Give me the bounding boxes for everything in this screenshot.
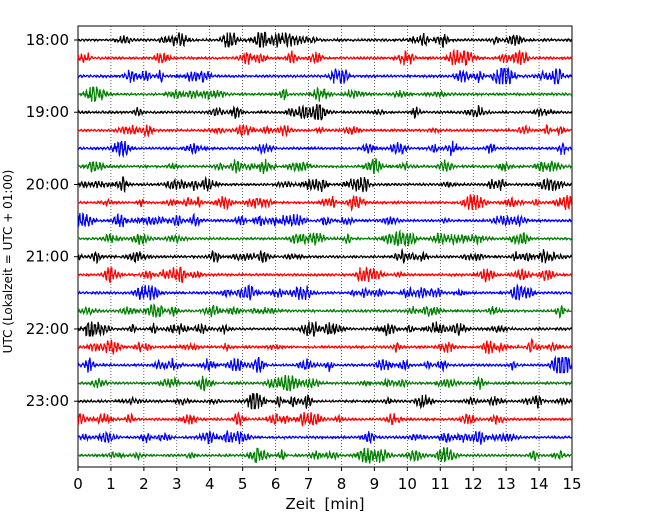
- trace-line: [77, 247, 573, 265]
- y-tick-label: 18:00: [26, 31, 69, 49]
- x-tick-label: 11: [431, 475, 450, 493]
- y-axis-ticks: 18:00 19:00 20:00 21:00 22:00 23:00: [26, 31, 78, 410]
- trace-line: [77, 228, 573, 248]
- x-tick-label: 10: [398, 475, 417, 493]
- trace-line: [77, 66, 573, 85]
- x-tick-label: 12: [464, 475, 483, 493]
- trace-line: [77, 157, 573, 175]
- x-tick-label: 9: [370, 475, 380, 493]
- trace-line: [77, 283, 573, 301]
- y-axis-label: UTC (Lokalzeit = UTC + 01:00): [1, 170, 15, 354]
- x-axis-ticks: 0 1 2 3 4 5 6 7 8 9 10 11 12 13 14 15: [73, 467, 582, 493]
- trace-line: [77, 123, 573, 138]
- trace-line: [77, 31, 573, 49]
- y-tick-label: 23:00: [26, 392, 69, 410]
- x-tick-label: 13: [497, 475, 516, 493]
- seismic-traces: [77, 31, 573, 464]
- trace-line: [77, 393, 573, 410]
- trace-line: [77, 175, 573, 194]
- trace-line: [77, 355, 573, 374]
- trace-line: [77, 140, 573, 159]
- trace-line: [77, 337, 573, 355]
- x-tick-label: 8: [337, 475, 347, 493]
- trace-line: [77, 86, 573, 102]
- y-tick-label: 20:00: [26, 175, 69, 193]
- trace-line: [77, 375, 573, 392]
- x-tick-label: 3: [172, 475, 182, 493]
- x-axis-label: Zeit [min]: [285, 495, 364, 513]
- x-tick-label: 1: [106, 475, 116, 493]
- x-tick-label: 2: [139, 475, 149, 493]
- x-tick-label: 5: [238, 475, 248, 493]
- trace-line: [77, 104, 573, 121]
- trace-line: [77, 411, 573, 428]
- trace-line: [77, 194, 573, 213]
- x-tick-label: 15: [562, 475, 581, 493]
- x-tick-label: 0: [73, 475, 83, 493]
- x-tick-label: 6: [271, 475, 281, 493]
- x-tick-label: 4: [205, 475, 215, 493]
- trace-line: [77, 211, 573, 229]
- x-tick-label: 7: [304, 475, 314, 493]
- trace-line: [77, 266, 573, 284]
- trace-line: [77, 302, 573, 319]
- trace-line: [77, 429, 573, 445]
- x-tick-label: 14: [530, 475, 549, 493]
- plot-frame: [77, 25, 573, 468]
- y-tick-label: 22:00: [26, 320, 69, 338]
- trace-line: [77, 48, 573, 66]
- y-tick-label: 21:00: [26, 248, 69, 266]
- y-tick-label: 19:00: [26, 103, 69, 121]
- trace-line: [77, 321, 573, 337]
- trace-line: [78, 446, 573, 464]
